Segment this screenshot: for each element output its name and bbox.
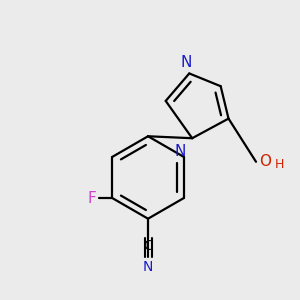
Text: N: N (175, 144, 186, 159)
Text: H: H (274, 158, 283, 171)
Text: F: F (87, 190, 96, 206)
Text: N: N (143, 260, 153, 274)
Text: O: O (259, 154, 271, 169)
Text: N: N (181, 56, 192, 70)
Text: C: C (143, 239, 153, 253)
